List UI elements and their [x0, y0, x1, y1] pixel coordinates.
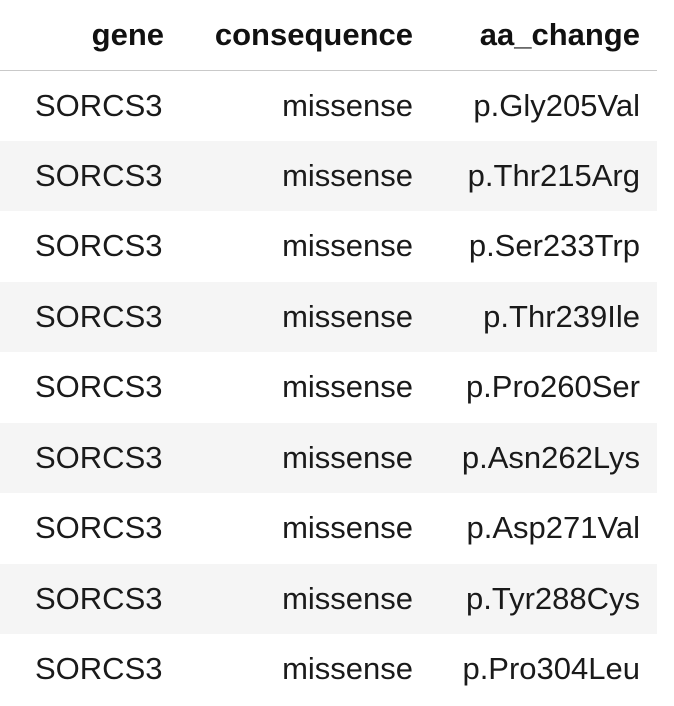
- cell-gene: SORCS3: [35, 228, 163, 264]
- column-header-consequence: consequence: [214, 16, 413, 52]
- cell-aa-change: p.Asp271Val: [466, 510, 641, 546]
- table-row: SORCS3 missense p.Gly205Val: [0, 70, 657, 141]
- cell-consequence: missense: [282, 369, 413, 405]
- cell-consequence: missense: [282, 580, 413, 616]
- cell-gene: SORCS3: [35, 580, 163, 616]
- cell-gene: SORCS3: [35, 157, 163, 193]
- column-header-gene: gene: [91, 16, 164, 52]
- cell-aa-change: p.Asn262Lys: [461, 439, 640, 475]
- table-body: SORCS3 missense p.Gly205Val SORCS3 misse…: [0, 70, 657, 705]
- cell-gene: SORCS3: [35, 651, 163, 687]
- cell-consequence: missense: [282, 157, 413, 193]
- cell-aa-change: p.Pro304Leu: [462, 651, 640, 687]
- table-row: SORCS3 missense p.Asn262Lys: [0, 422, 657, 493]
- cell-aa-change: p.Pro260Ser: [465, 369, 640, 405]
- column-header-aa-change: aa_change: [479, 16, 640, 52]
- cell-gene: SORCS3: [35, 298, 163, 334]
- cell-gene: SORCS3: [35, 439, 163, 475]
- data-table-container: gene consequence aa_change SORCS3 missen…: [0, 0, 657, 705]
- cell-aa-change: p.Thr239Ile: [483, 298, 640, 334]
- cell-gene: SORCS3: [35, 87, 163, 123]
- cell-aa-change: p.Gly205Val: [473, 87, 640, 123]
- cell-aa-change: p.Tyr288Cys: [465, 580, 640, 616]
- cell-consequence: missense: [282, 298, 413, 334]
- table-row: SORCS3 missense p.Ser233Trp: [0, 211, 657, 282]
- table-row: SORCS3 missense p.Pro304Leu: [0, 634, 657, 705]
- cell-consequence: missense: [282, 651, 413, 687]
- table-row: SORCS3 missense p.Asp271Val: [0, 493, 657, 564]
- cell-gene: SORCS3: [35, 369, 163, 405]
- table-row: SORCS3 missense p.Tyr288Cys: [0, 563, 657, 634]
- cell-consequence: missense: [282, 228, 413, 264]
- cell-gene: SORCS3: [35, 510, 163, 546]
- cell-consequence: missense: [282, 87, 413, 123]
- variant-table: gene consequence aa_change SORCS3 missen…: [0, 0, 657, 705]
- table-row: SORCS3 missense p.Thr239Ile: [0, 281, 657, 352]
- cell-consequence: missense: [282, 510, 413, 546]
- cell-aa-change: p.Thr215Arg: [467, 157, 640, 193]
- header-row: gene consequence aa_change: [0, 0, 657, 70]
- table-row: SORCS3 missense p.Thr215Arg: [0, 140, 657, 211]
- cell-aa-change: p.Ser233Trp: [468, 228, 640, 264]
- cell-consequence: missense: [282, 439, 413, 475]
- table-header: gene consequence aa_change: [0, 0, 657, 70]
- table-row: SORCS3 missense p.Pro260Ser: [0, 352, 657, 423]
